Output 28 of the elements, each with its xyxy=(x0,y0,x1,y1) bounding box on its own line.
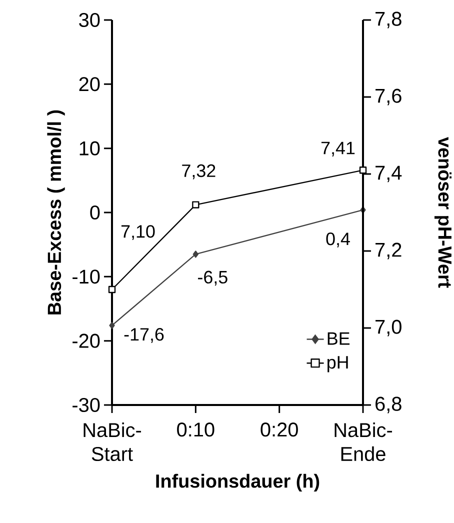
y2-tick-label: 7,2 xyxy=(376,242,402,260)
data-label: 7,32 xyxy=(182,164,216,180)
y-tick-label: -10 xyxy=(72,270,100,284)
y-tick-label: -30 xyxy=(72,398,100,412)
data-label: -6,5 xyxy=(198,270,228,286)
x-tick-label: 0:20 xyxy=(260,422,298,437)
data-label: -17,6 xyxy=(124,328,164,343)
x-axis-title: Infusionsdauer (h) xyxy=(156,474,320,492)
y-tick-label: 0 xyxy=(90,205,100,220)
y2-tick-label: 7,0 xyxy=(376,320,402,336)
x-tick-label: 0:10 xyxy=(177,422,214,437)
data-label: 7,41 xyxy=(321,142,355,156)
y2-axis-title: venöser pH-Wert xyxy=(434,137,452,288)
y-tick-label: 10 xyxy=(80,141,100,156)
y2-tick-label: 6,8 xyxy=(376,396,402,414)
y-tick-label: 30 xyxy=(79,12,100,28)
y-tick-label: -20 xyxy=(72,334,100,348)
y2-tick-label: 7,8 xyxy=(376,12,402,28)
y-axis-title: Base-Excess ( mmol/l ) xyxy=(47,110,65,314)
y2-tick-label: 7,4 xyxy=(376,166,402,182)
legend-label: pH xyxy=(328,356,348,372)
data-label: 7,10 xyxy=(121,225,155,240)
y2-tick-label: 7,6 xyxy=(376,88,402,106)
x-tick-label: NaBic-Start xyxy=(84,422,141,462)
x-tick-label: NaBic-Ende xyxy=(334,422,392,462)
legend-label: BE xyxy=(328,332,350,345)
y-tick-label: 20 xyxy=(79,77,100,92)
data-label: 0,4 xyxy=(326,232,350,248)
